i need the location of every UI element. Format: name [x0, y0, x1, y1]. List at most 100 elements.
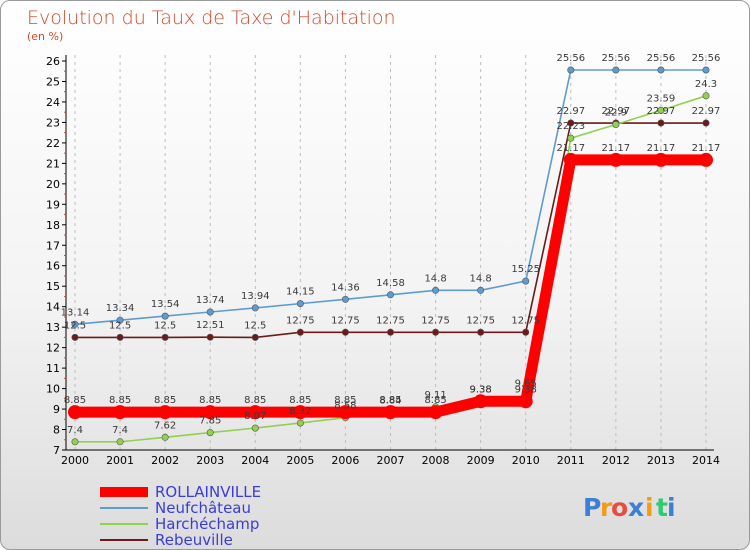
x-tick-label: 2004	[241, 454, 269, 467]
data-point	[293, 405, 308, 420]
data-point	[657, 119, 665, 127]
data-label: 25.56	[556, 53, 585, 64]
x-tick-label: 2014	[692, 454, 720, 467]
data-label: 12.75	[421, 315, 450, 326]
data-label: 12.75	[376, 315, 405, 326]
data-label: 12.75	[511, 315, 540, 326]
data-label: 7.4	[112, 425, 128, 436]
data-point	[248, 405, 263, 420]
data-point	[113, 405, 128, 420]
data-label: 8.85	[334, 395, 356, 406]
data-point	[702, 66, 710, 74]
x-tick-label: 2001	[106, 454, 134, 467]
y-tick-label: 18	[46, 219, 60, 232]
logo-letter: x	[628, 493, 644, 522]
data-label: 9.65	[515, 379, 537, 390]
data-label: 22.97	[602, 106, 631, 117]
proxiti-logo: Pro x i t i	[583, 493, 676, 522]
data-label: 12.75	[466, 315, 495, 326]
data-label: 25.56	[692, 53, 721, 64]
data-point	[473, 394, 488, 409]
data-point	[341, 295, 349, 303]
data-point	[71, 320, 79, 328]
data-label: 22.9	[605, 107, 627, 118]
data-point	[386, 291, 394, 299]
y-tick-label: 11	[46, 362, 60, 375]
y-tick-label: 9	[53, 403, 60, 416]
data-point	[563, 152, 578, 167]
x-tick-label: 2012	[602, 454, 630, 467]
data-point	[68, 405, 82, 420]
data-labels: 8.85 8.85 8.85 8.85 8.85 8.85 8.85 8.85 8.85 9.38…	[61, 53, 721, 436]
x-tick-label: 2000	[61, 454, 89, 467]
data-point	[657, 66, 665, 74]
data-point	[161, 312, 169, 320]
data-label: 8.85	[154, 395, 176, 406]
data-label: 21.17	[602, 143, 631, 154]
data-point	[518, 394, 533, 409]
data-label: 14.58	[376, 278, 405, 289]
data-label: 21.17	[692, 143, 721, 154]
data-point	[338, 405, 353, 420]
data-point	[432, 286, 440, 294]
data-point	[251, 304, 259, 312]
data-point	[702, 92, 710, 100]
data-point	[608, 152, 623, 167]
logo-letter: P	[583, 493, 601, 522]
data-label: 7.85	[199, 416, 221, 427]
data-label: 8.84	[379, 395, 401, 406]
data-label: 8.07	[244, 411, 266, 422]
data-label: 7.4	[67, 425, 83, 436]
data-point	[116, 316, 124, 324]
data-label: 21.17	[647, 143, 676, 154]
data-label: 13.94	[241, 291, 270, 302]
y-tick-label: 23	[46, 116, 60, 129]
x-tick-label: 2005	[286, 454, 314, 467]
data-label: 14.15	[286, 287, 315, 298]
data-label: 9.11	[424, 390, 446, 401]
data-label: 12.75	[286, 315, 315, 326]
data-point	[567, 66, 575, 74]
data-label: 8.85	[244, 395, 266, 406]
data-point	[158, 405, 173, 420]
data-label: 22.97	[692, 106, 721, 117]
data-label: 25.56	[602, 53, 631, 64]
data-label: 9.38	[515, 384, 537, 395]
data-point	[116, 333, 124, 341]
data-label: 13.74	[196, 295, 225, 306]
x-tick-label: 2003	[196, 454, 224, 467]
data-point	[296, 328, 304, 336]
y-tick-label: 15	[46, 280, 60, 293]
data-label: 15.25	[511, 264, 540, 275]
data-label: 8.85	[379, 395, 401, 406]
data-label: 12.5	[244, 320, 266, 331]
y-tick-label: 19	[46, 198, 60, 211]
y-tick-label: 22	[46, 137, 60, 150]
y-tick-label: 25	[46, 75, 60, 88]
data-point	[296, 419, 304, 427]
x-tick-label: 2009	[467, 454, 495, 467]
data-label: 8.85	[64, 395, 86, 406]
data-label: 12.5	[64, 320, 86, 331]
logo-letter: o	[611, 493, 628, 522]
data-label: 8.85	[424, 395, 446, 406]
logo-letter: i	[645, 493, 654, 522]
x-tick-label: 2013	[647, 454, 675, 467]
data-point	[116, 438, 124, 446]
data-label: 25.56	[647, 53, 676, 64]
data-label: 21.17	[556, 143, 585, 154]
data-label: 8.85	[109, 395, 131, 406]
y-tick-label: 12	[46, 342, 60, 355]
data-label: 22.97	[647, 106, 676, 117]
data-point	[477, 328, 485, 336]
data-label: 12.75	[331, 315, 360, 326]
data-point	[383, 405, 398, 420]
y-tick-label: 17	[46, 239, 60, 252]
data-point	[657, 106, 665, 114]
x-tick-label: 2010	[512, 454, 540, 467]
y-tick-label: 7	[53, 444, 60, 457]
y-tick-label: 26	[46, 55, 60, 68]
axes: 2000 2001 2002 2003 2004 2005 2006 2007 2008 2009…	[46, 55, 720, 467]
data-point	[612, 120, 620, 128]
chart-title: Evolution du Taux de Taxe d'Habitation	[27, 7, 396, 29]
